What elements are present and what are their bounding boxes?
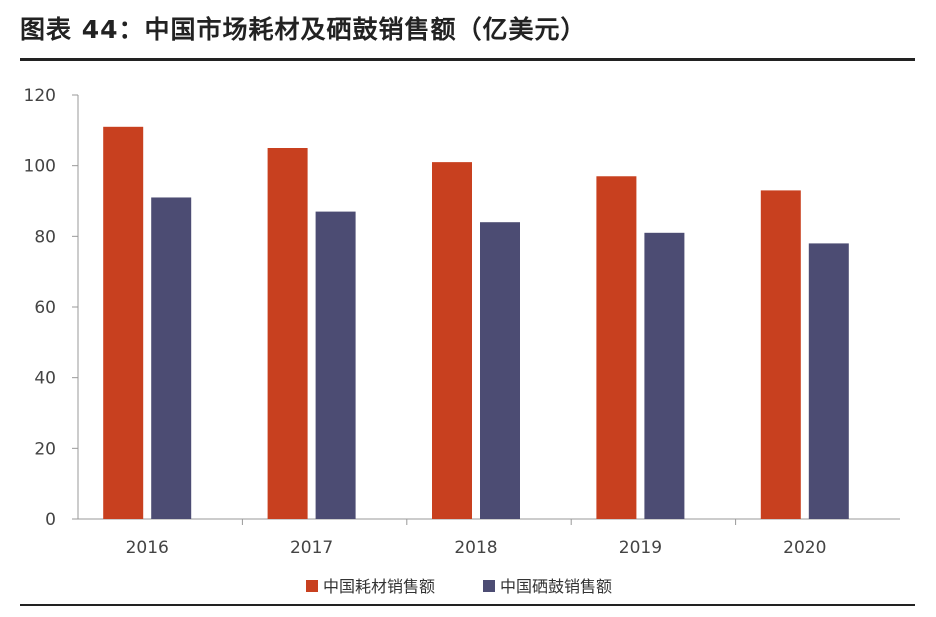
bar-consumables-2020 — [760, 190, 801, 519]
title-divider — [20, 58, 915, 61]
legend-swatch — [306, 580, 318, 592]
x-tick-label: 2017 — [290, 538, 333, 558]
bar-consumables-2016 — [103, 126, 144, 520]
bar-toner-2017 — [315, 211, 356, 519]
x-tick-label: 2018 — [454, 538, 497, 558]
legend-swatch — [483, 580, 495, 592]
y-tick-label: 40 — [34, 369, 56, 389]
y-tick-label: 80 — [34, 227, 56, 247]
legend-label: 中国耗材销售额 — [323, 577, 435, 596]
bar-toner-2019 — [644, 232, 685, 520]
y-tick-label: 20 — [34, 439, 56, 459]
x-tick-label: 2016 — [126, 538, 169, 558]
bar-toner-2020 — [808, 243, 849, 519]
y-tick-label: 100 — [24, 157, 56, 177]
bar-consumables-2017 — [267, 148, 308, 519]
legend-label: 中国硒鼓销售额 — [500, 577, 612, 596]
x-tick-label: 2019 — [619, 538, 662, 558]
y-tick-label: 60 — [34, 298, 56, 318]
bar-consumables-2018 — [432, 162, 472, 519]
y-tick-label: 0 — [45, 510, 56, 530]
bottom-divider — [20, 604, 915, 606]
page-title: 图表 44：中国市场耗材及硒鼓销售额（亿美元） — [20, 15, 587, 44]
bar-consumables-2019 — [596, 176, 637, 519]
x-tick-label: 2020 — [783, 538, 826, 558]
bar-toner-2016 — [151, 197, 192, 519]
bar-toner-2018 — [480, 222, 520, 519]
y-tick-label: 120 — [24, 86, 56, 106]
